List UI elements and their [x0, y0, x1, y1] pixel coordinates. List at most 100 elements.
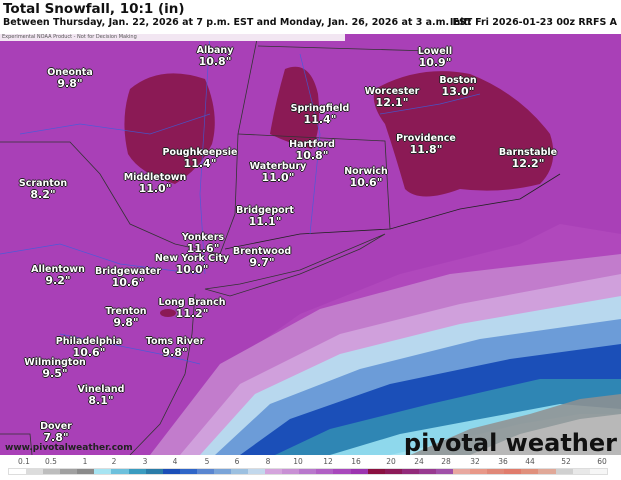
snowfall-value: 9.5"	[42, 367, 68, 380]
legend-swatch	[94, 469, 112, 474]
legend-tick: 36	[498, 457, 508, 466]
snowfall-value: 9.8"	[162, 346, 188, 359]
legend-swatch	[538, 469, 556, 474]
legend-tick: 0.1	[18, 457, 30, 466]
city-name: Barnstable	[498, 147, 558, 158]
snowfall-value: 13.0"	[441, 85, 475, 98]
city-label: Bridgeport 11.1"	[236, 205, 294, 227]
city-name: Brentwood	[232, 246, 292, 257]
city-name: Yonkers	[181, 232, 225, 243]
legend-tick: 60	[597, 457, 607, 466]
legend-swatch	[333, 469, 351, 474]
city-label: Oneonta 9.8"	[47, 67, 93, 89]
snowfall-value: 11.4"	[183, 157, 217, 170]
legend-swatch	[367, 469, 385, 474]
legend-swatch	[196, 469, 214, 474]
city-name: Middletown	[123, 172, 187, 183]
snowfall-value: 9.8"	[113, 316, 139, 329]
legend-swatch	[401, 469, 419, 474]
snowfall-value: 8.1"	[88, 394, 114, 407]
city-name: Boston	[439, 75, 477, 86]
legend-swatch	[589, 469, 607, 474]
city-name: Bridgeport	[236, 205, 294, 216]
valid-period: Between Thursday, Jan. 22, 2026 at 7 p.m…	[3, 17, 473, 28]
snowfall-value: 11.0"	[261, 171, 295, 184]
city-name: Hartford	[289, 139, 335, 150]
city-label: Vineland 8.1"	[78, 384, 125, 406]
city-label: Waterbury 11.0"	[250, 161, 307, 183]
city-label: Yonkers 11.6"	[182, 232, 224, 254]
city-label: Providence 11.8"	[396, 133, 456, 155]
snowfall-value: 10.0"	[175, 263, 209, 276]
snowfall-value: 10.8"	[198, 55, 232, 68]
snowfall-value: 11.2"	[175, 307, 209, 320]
city-label: Long Branch 11.2"	[159, 297, 226, 319]
legend-tick: 28	[441, 457, 451, 466]
city-name: Dover	[40, 421, 72, 432]
legend-swatch	[145, 469, 163, 474]
city-name: Long Branch	[158, 297, 226, 308]
snowfall-value: 10.6"	[349, 176, 383, 189]
city-name: Wilmington	[24, 357, 86, 368]
legend-tick: 6	[234, 457, 240, 466]
legend-swatch	[572, 469, 590, 474]
legend-tick: 4	[172, 457, 178, 466]
city-name: Poughkeepsie	[162, 147, 238, 158]
legend-swatch	[179, 469, 197, 474]
city-name: Springfield	[290, 103, 350, 114]
snowfall-shading	[0, 34, 621, 455]
model-init: Init: Fri 2026-01-23 00z RRFS A	[449, 17, 617, 28]
city-label: Dover 7.8"	[40, 421, 72, 443]
legend-swatch	[418, 469, 436, 474]
city-label: Middletown 11.0"	[124, 172, 187, 194]
city-label: Hartford 10.8"	[289, 139, 335, 161]
legend-swatch	[26, 469, 44, 474]
site-url[interactable]: www.pivotalweather.com	[5, 443, 133, 453]
snowfall-value: 7.8"	[43, 431, 69, 444]
legend-tick: 16	[351, 457, 361, 466]
city-label: New York City 10.0"	[155, 253, 229, 275]
city-name: Worcester	[364, 86, 420, 97]
legend-swatch	[504, 469, 522, 474]
snowfall-value: 12.2"	[511, 157, 545, 170]
legend-tick: 2	[111, 457, 117, 466]
legend-tick: 44	[525, 457, 535, 466]
city-name: Scranton	[18, 178, 68, 189]
legend-swatch	[128, 469, 146, 474]
legend-tick: 52	[561, 457, 571, 466]
snowfall-value: 9.8"	[57, 77, 83, 90]
snowfall-map: Experimental NOAA Product - Not for Deci…	[0, 34, 621, 455]
city-label: Trenton 9.8"	[105, 306, 146, 328]
legend-swatch	[162, 469, 180, 474]
legend-swatch	[521, 469, 539, 474]
legend-swatch	[60, 469, 78, 474]
city-name: Providence	[396, 133, 456, 144]
disclaimer-banner: Experimental NOAA Product - Not for Deci…	[0, 34, 345, 41]
city-label: Philadelphia 10.6"	[56, 336, 122, 358]
legend-swatch	[111, 469, 129, 474]
legend-tick: 12	[323, 457, 333, 466]
city-label: Bridgewater 10.6"	[95, 266, 161, 288]
legend-swatch	[282, 469, 300, 474]
city-label: Albany 10.8"	[197, 45, 234, 67]
legend-swatch	[231, 469, 249, 474]
legend-swatch	[213, 469, 232, 474]
city-name: Allentown	[31, 264, 85, 275]
city-label: Boston 13.0"	[439, 75, 476, 97]
city-name: Philadelphia	[55, 336, 123, 347]
city-label: Wilmington 9.5"	[24, 357, 86, 379]
legend-swatch	[299, 469, 317, 474]
legend-tick: 10	[293, 457, 303, 466]
city-name: Oneonta	[47, 67, 93, 78]
snowfall-value: 11.4"	[303, 113, 337, 126]
legend-tick: 0.5	[45, 457, 57, 466]
legend-tick: 5	[204, 457, 210, 466]
city-label: Poughkeepsie 11.4"	[163, 147, 238, 169]
snowfall-value: 8.2"	[30, 188, 56, 201]
legend-swatch	[453, 469, 471, 474]
city-name: Waterbury	[249, 161, 307, 172]
legend-tick: 32	[470, 457, 480, 466]
city-name: Norwich	[344, 166, 388, 177]
legend-tick: 20	[386, 457, 396, 466]
city-name: Toms River	[145, 336, 205, 347]
